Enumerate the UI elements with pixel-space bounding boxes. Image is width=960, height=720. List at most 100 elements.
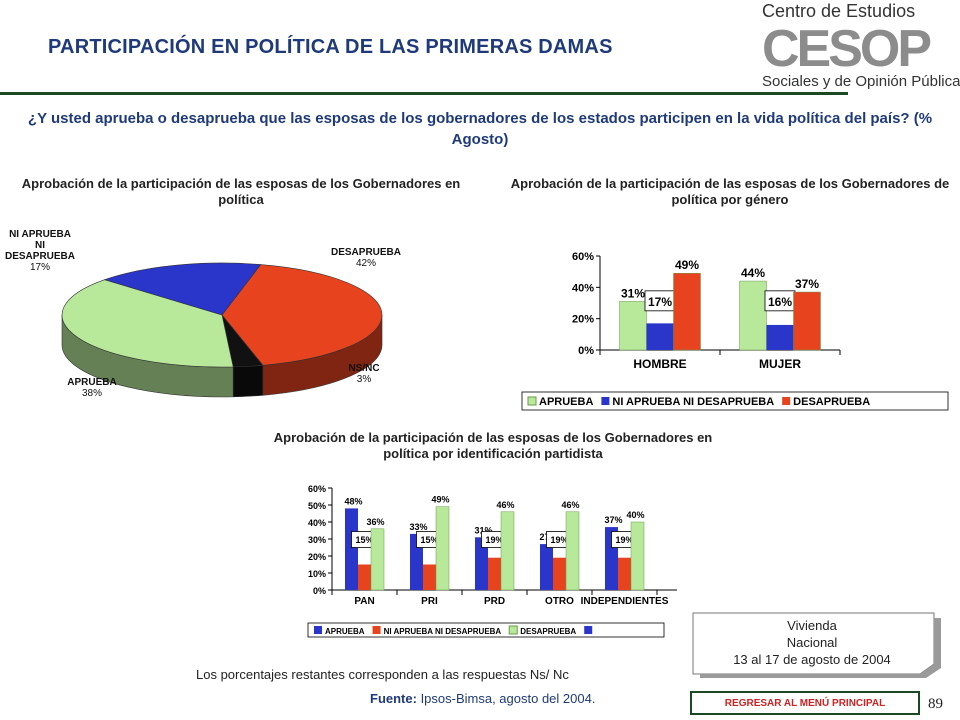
legend-label: APRUEBA xyxy=(539,396,593,408)
bar-party-svg-0-1 xyxy=(410,533,423,590)
bar-value-label: 33% xyxy=(409,522,427,532)
survey-dates: 13 al 17 de agosto de 2004 xyxy=(733,652,891,667)
legend-label: NI APRUEBA NI DESAPRUEBA xyxy=(612,396,774,408)
bar-value-label: 49% xyxy=(431,495,449,505)
legend: APRUEBA NI APRUEBA NI DESAPRUEBA DESAPRUEB… xyxy=(307,622,665,638)
plot-area: 0% 10% 20% 30% 40% 50% 60% 48% 15% 36% PAN 33% 15% 49… xyxy=(308,484,677,607)
pie-label-0: DESAPRUEBA xyxy=(331,247,401,258)
bar-gender-svg-0-1 xyxy=(739,280,767,351)
bar-value-label: 46% xyxy=(496,500,514,510)
survey-scope: Nacional xyxy=(786,635,838,650)
legend-swatch xyxy=(601,397,610,405)
bar-value-label: 15% xyxy=(420,535,438,545)
legend-label: NI APRUEBA NI DESAPRUEBA xyxy=(384,627,502,636)
legend-label: DESAPRUEBA xyxy=(793,396,870,408)
pie-slice-ni-aprueba-ni-desaprueba xyxy=(103,262,262,316)
pie-side-1 xyxy=(232,364,264,398)
survey-info-box xyxy=(692,612,941,678)
pie-label-3: NI APRUEBA xyxy=(9,229,71,240)
bar-value-label: 16% xyxy=(768,295,792,309)
page-title: PARTICIPACIÓN EN POLÍTICA DE LAS PRIMERA… xyxy=(48,36,613,58)
legend-box xyxy=(307,622,665,638)
plot-area: 0% 20% 40% 60% 31%17% 49% HOMBRE 44% 16%37% MUJER xyxy=(572,251,841,371)
gender-chart-title: Aprobación de la participación de las es… xyxy=(510,176,950,207)
cesop-logo: Centro de Estudios CESOP Sociales y de O… xyxy=(762,1,960,90)
y-tick-label: 60% xyxy=(308,484,326,494)
legend-swatch xyxy=(782,397,791,405)
bar-value-label: 19% xyxy=(550,535,568,545)
party-bar-chart: 0% 10% 20% 30% 40% 50% 60% 48% 15% 36% PAN 33% 15% 49… xyxy=(307,484,677,638)
bar-party-svg-1-1 xyxy=(423,564,436,590)
pie-tops xyxy=(61,262,383,368)
bar-party-svg-2-2 xyxy=(500,511,515,591)
category-label: HOMBRE xyxy=(633,357,686,371)
legend-swatch xyxy=(584,626,593,634)
bar-gender-svg-2-0 xyxy=(673,272,701,351)
bar-value-label: 49% xyxy=(675,258,699,272)
y-tick-label: 30% xyxy=(308,535,326,545)
source-line: Fuente: Ipsos-Bimsa, agosto del 2004. xyxy=(370,691,595,706)
party-chart-title: Aprobación de la participación de las es… xyxy=(273,430,713,461)
gender-bar-chart: 0% 20% 40% 60% 31%17% 49% HOMBRE 44% 16%37% MUJER… xyxy=(521,251,949,411)
survey-type: Vivienda xyxy=(787,618,837,633)
category-label: INDEPENDIENTES xyxy=(581,596,669,607)
bar-value-label: 48% xyxy=(344,496,362,506)
bar-value-label: 19% xyxy=(485,535,503,545)
y-tick-label: 0% xyxy=(313,586,326,596)
bar-value-label: 17% xyxy=(648,295,672,309)
bar-gender-svg-2-1 xyxy=(793,291,821,351)
footnote: Los porcentajes restantes corresponden a… xyxy=(196,667,569,682)
bar-party-svg-2-1 xyxy=(435,506,450,591)
logo-line1: Centro de Estudios xyxy=(762,1,915,21)
bar-party-svg-1-2 xyxy=(488,557,501,590)
bar-value-label: 40% xyxy=(626,510,644,520)
bar-party-svg-2-3 xyxy=(565,511,580,591)
bar-value-label: 15% xyxy=(355,535,373,545)
legend-swatch xyxy=(314,626,322,634)
logo-letters: CESOP xyxy=(762,20,930,78)
bar-value-label: 44% xyxy=(741,266,765,280)
pie-label-2: APRUEBA xyxy=(67,377,116,388)
pie-label-3: NI xyxy=(35,240,45,251)
header-rule xyxy=(0,92,848,95)
bar-party-svg-0-3 xyxy=(540,544,553,590)
legend-swatch xyxy=(372,626,381,634)
bar-value-label: 37% xyxy=(795,277,819,291)
main-menu-button[interactable]: REGRESAR AL MENÚ PRINCIPAL xyxy=(690,691,920,715)
survey-info-text: Vivienda Nacional 13 al 17 de agosto de … xyxy=(692,617,932,668)
pie-chart-title: Aprobación de la participación de las es… xyxy=(21,176,461,207)
survey-question: ¿Y usted aprueba o desaprueba que las es… xyxy=(27,110,933,148)
source-text: Ipsos-Bimsa, agosto del 2004. xyxy=(416,691,596,706)
source-label: Fuente: xyxy=(370,691,417,706)
bar-party-svg-2-4 xyxy=(630,521,645,591)
y-tick-label: 50% xyxy=(308,501,326,511)
bar-gender-svg-1-1 xyxy=(766,324,794,350)
legend-swatch xyxy=(508,625,518,635)
y-tick-label: 0% xyxy=(578,345,594,357)
pie-value-1: 3% xyxy=(357,374,372,385)
bar-party-svg-2-0 xyxy=(370,528,385,591)
y-tick-label: 20% xyxy=(572,314,594,326)
category-label: OTRO xyxy=(545,596,574,607)
bar-party-svg-0-0 xyxy=(345,508,358,590)
pie-value-2: 38% xyxy=(82,388,102,399)
legend-label: DESAPRUEBA xyxy=(520,627,576,636)
legend-swatch xyxy=(527,396,537,406)
legend: APRUEBA NI APRUEBA NI DESAPRUEBA DESAPRUEB… xyxy=(521,391,949,411)
pie-value-0: 42% xyxy=(356,258,376,269)
bar-party-svg-0-2 xyxy=(475,537,488,590)
y-tick-label: 60% xyxy=(572,251,594,263)
bar-gender-svg-0-0 xyxy=(619,301,647,351)
bar-value-label: 19% xyxy=(615,535,633,545)
pie-sides xyxy=(61,314,383,398)
legend-box xyxy=(521,391,949,411)
y-tick-label: 20% xyxy=(308,552,326,562)
bar-party-svg-1-3 xyxy=(553,557,566,590)
y-tick-label: 10% xyxy=(308,569,326,579)
y-tick-label: 40% xyxy=(572,282,594,294)
pie-label-1: NS/NC xyxy=(348,363,379,374)
bar-value-label: 37% xyxy=(604,515,622,525)
pie-value-3: 17% xyxy=(30,262,50,273)
bar-value-label: 36% xyxy=(366,517,384,527)
